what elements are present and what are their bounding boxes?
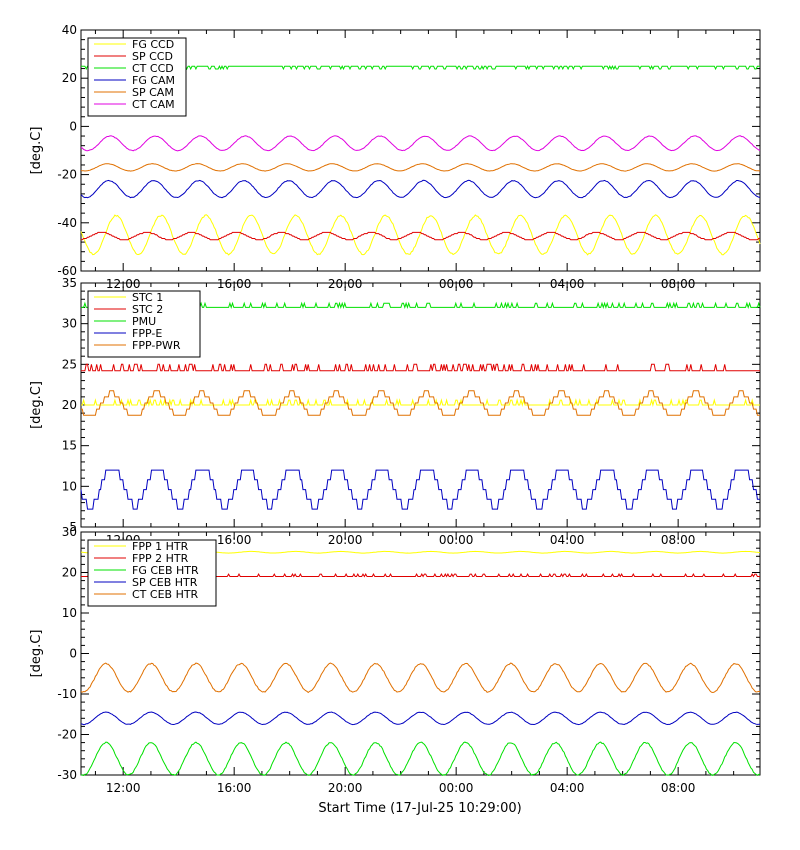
x-tick-label: 12:00 bbox=[106, 781, 141, 795]
legend-entry: STC 2 bbox=[132, 303, 163, 316]
legend-entry: FG CCD bbox=[132, 38, 174, 51]
chart-panel-2: 510152025303512:0016:0020:0000:0004:0008… bbox=[29, 276, 761, 547]
legend-box bbox=[87, 539, 217, 607]
legend-entry: FPP-E bbox=[132, 327, 162, 340]
plot-frame bbox=[80, 29, 761, 272]
y-tick-label: -30 bbox=[57, 768, 77, 782]
series-line-ct-cam bbox=[80, 135, 761, 152]
x-axis-label: Start Time (17-Jul-25 10:29:00) bbox=[318, 801, 521, 816]
legend-entry: CT CEB HTR bbox=[132, 588, 199, 601]
legend-entry: SP CEB HTR bbox=[132, 576, 198, 589]
y-tick-label: -10 bbox=[57, 687, 77, 701]
y-tick-label: 0 bbox=[69, 119, 77, 133]
y-tick-label: 35 bbox=[62, 276, 77, 290]
y-tick-label: 5 bbox=[69, 520, 77, 534]
legend-entry: FG CEB HTR bbox=[132, 564, 199, 577]
legend-entry: FPP 2 HTR bbox=[132, 552, 189, 565]
y-tick-label: -60 bbox=[57, 264, 77, 278]
y-tick-label: 10 bbox=[62, 606, 77, 620]
legend-entry: STC 1 bbox=[132, 291, 163, 304]
y-tick-label: 20 bbox=[62, 71, 77, 85]
y-axis-label: [deg.C] bbox=[29, 381, 44, 429]
legend-box bbox=[87, 290, 201, 358]
legend-entry: SP CCD bbox=[132, 50, 173, 63]
y-tick-label: -40 bbox=[57, 216, 77, 230]
series-line-fg-ceb-htr bbox=[80, 741, 761, 777]
y-tick-label: 20 bbox=[62, 566, 77, 580]
y-tick-label: -20 bbox=[57, 728, 77, 742]
legend-box bbox=[87, 37, 187, 117]
legend-entry: CT CAM bbox=[132, 98, 175, 111]
y-axis-label: [deg.C] bbox=[29, 127, 44, 175]
y-tick-label: 30 bbox=[62, 525, 77, 539]
series-line-fg-cam bbox=[80, 179, 761, 199]
legend-entry: SP CAM bbox=[132, 86, 174, 99]
series-line-stc-1 bbox=[81, 398, 760, 407]
legend-entry: FPP-PWR bbox=[132, 339, 181, 352]
legend-entry: CT CCD bbox=[132, 62, 174, 75]
series-line-ct-ccd bbox=[81, 65, 760, 71]
y-tick-label: 15 bbox=[62, 439, 77, 453]
legend-entry: PMU bbox=[132, 315, 156, 328]
series-line-fpp-pwr bbox=[81, 390, 760, 416]
legend-entry: FG CAM bbox=[132, 74, 175, 87]
y-tick-label: -20 bbox=[57, 168, 77, 182]
y-tick-label: 0 bbox=[69, 647, 77, 661]
x-tick-label: 08:00 bbox=[661, 781, 696, 795]
chart-panel-3: -30 -20 -10 0 10 20 30 12:00 16:00 20:00 00:00 04:0… bbox=[29, 525, 761, 795]
y-tick-label: 20 bbox=[62, 398, 77, 412]
legend-entry: FPP 1 HTR bbox=[132, 540, 189, 553]
y-tick-label: 40 bbox=[62, 23, 77, 37]
y-tick-label: 25 bbox=[62, 357, 77, 371]
y-tick-label: 10 bbox=[62, 479, 77, 493]
series-line-sp-ceb-htr bbox=[80, 711, 761, 726]
y-axis-label: [deg.C] bbox=[29, 630, 44, 678]
x-tick-label: 20:00 bbox=[328, 781, 363, 795]
y-tick-label: 30 bbox=[62, 317, 77, 331]
series-line-stc-2 bbox=[81, 363, 760, 372]
series-line-fpp-e bbox=[80, 469, 760, 510]
x-tick-label: 16:00 bbox=[217, 781, 252, 795]
x-tick-label: 00:00 bbox=[439, 781, 474, 795]
x-tick-label: 04:00 bbox=[550, 781, 585, 795]
series-line-ct-ceb-htr bbox=[80, 662, 761, 694]
series-line-sp-ccd bbox=[81, 231, 760, 241]
series-line-sp-cam bbox=[80, 163, 761, 172]
